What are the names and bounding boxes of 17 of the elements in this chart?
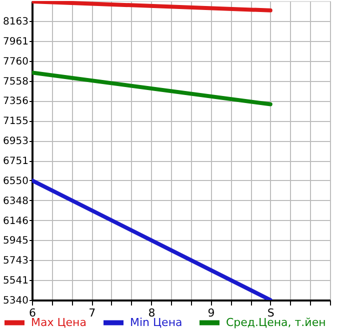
y-tick-label: 5945 [3, 236, 28, 247]
y-tick-label: 6751 [3, 156, 28, 168]
y-tick-label: 7155 [3, 116, 28, 128]
y-tick-label: 6953 [3, 136, 28, 148]
y-tick-label: 7760 [3, 56, 28, 68]
y-tick-label: 5743 [3, 256, 28, 267]
y-tick-label: 7961 [3, 36, 28, 48]
y-tick-label: 6550 [3, 176, 28, 187]
y-tick-label: 7356 [3, 96, 28, 108]
y-tick-label: 8163 [3, 16, 28, 28]
y-tick-label: 5541 [3, 276, 28, 287]
x-tick-label: 9 [208, 306, 215, 320]
y-tick-label: 5340 [3, 296, 28, 306]
x-tick-label: 7 [88, 306, 96, 320]
y-tick-label: 6146 [3, 216, 28, 227]
y-tick-label: 6348 [3, 196, 28, 207]
y-tick-label: 7558 [3, 76, 28, 88]
